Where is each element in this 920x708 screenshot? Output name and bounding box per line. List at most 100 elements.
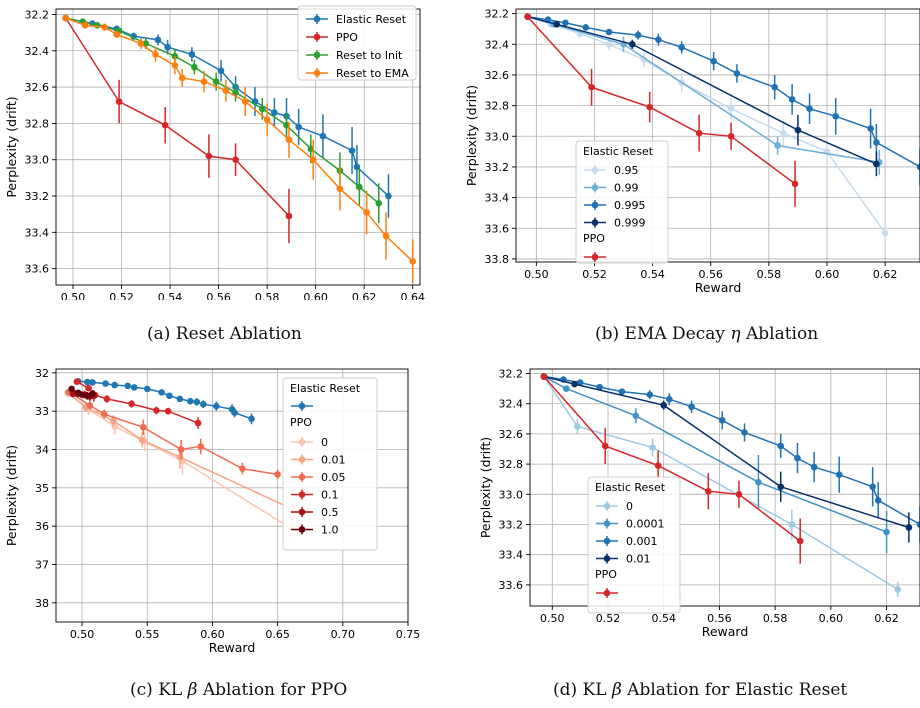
- y-tick-label: 33.6: [499, 579, 524, 592]
- y-axis-label: Perplexity (drift): [4, 96, 19, 197]
- series-line: [65, 17, 390, 197]
- data-point: [171, 61, 179, 69]
- data-point: [596, 383, 603, 391]
- legend-swatch-marker: [591, 184, 599, 191]
- y-tick-label: 33.0: [25, 154, 50, 167]
- x-tick-label: 0.54: [651, 612, 676, 625]
- data-point: [212, 78, 220, 85]
- data-point: [213, 402, 220, 410]
- data-point: [164, 407, 172, 415]
- data-point: [733, 70, 741, 77]
- data-point: [232, 156, 239, 164]
- chart-panel-d: 0.50 0.52 0.54 0.56 0.58 0.60 0.62 32.2 32.4 32.6…: [460, 360, 920, 660]
- series-1.0: [68, 385, 96, 400]
- legend-swatch-marker: [313, 51, 321, 59]
- data-point: [336, 185, 344, 193]
- data-point: [248, 415, 255, 423]
- plot-frame: [55, 368, 409, 623]
- plot-area: [540, 373, 920, 597]
- x-tick-label: 0.56: [707, 612, 732, 625]
- data-point: [777, 483, 785, 491]
- data-point: [217, 67, 225, 75]
- data-point: [307, 145, 315, 153]
- legend-swatch-marker: [603, 537, 611, 545]
- series-line: [527, 15, 886, 234]
- data-point: [375, 199, 383, 207]
- data-point: [571, 380, 578, 388]
- data-point: [540, 373, 548, 380]
- data-point: [194, 419, 202, 427]
- data-point: [137, 40, 145, 47]
- data-point: [363, 209, 370, 216]
- data-point: [128, 400, 135, 408]
- x-tick-label: 0.60: [200, 628, 225, 641]
- axes: 0.50 0.55 0.60 0.65 0.70 0.7532333435363738Re…: [4, 367, 420, 655]
- y-tick-label: 32.8: [25, 117, 50, 130]
- legend-entry-label: 0.0001: [626, 518, 665, 531]
- data-point: [562, 385, 570, 392]
- data-point: [205, 152, 213, 160]
- legend-swatch-marker: [298, 526, 306, 533]
- legend-entry-label: Elastic Reset: [336, 13, 407, 26]
- series-0.01: [64, 389, 296, 521]
- y-tick-label: 33.4: [25, 226, 50, 239]
- data-point: [130, 384, 138, 391]
- x-tick-label: 0.58: [255, 291, 280, 300]
- series-line: [68, 391, 278, 476]
- data-point: [788, 521, 796, 528]
- data-point: [655, 36, 662, 43]
- legend-heading: PPO: [595, 568, 617, 581]
- x-tick-label: 0.60: [819, 612, 844, 625]
- y-tick-label: 36: [35, 520, 49, 533]
- data-point: [200, 78, 208, 85]
- data-point: [161, 121, 169, 129]
- y-tick-label: 32.2: [499, 368, 524, 381]
- data-point: [741, 429, 748, 436]
- y-axis-label: Perplexity (drift): [464, 85, 479, 186]
- legend-swatch-marker: [298, 508, 306, 516]
- series-PPO: [540, 373, 804, 564]
- plot-frame: [529, 368, 920, 607]
- series-0.995: [524, 13, 920, 186]
- legend-heading: Elastic Reset: [290, 382, 361, 395]
- y-tick-label: 32.6: [485, 69, 510, 82]
- data-point: [353, 163, 361, 171]
- y-tick-label: 33.2: [25, 190, 50, 203]
- data-point: [152, 51, 159, 58]
- legend-box: [282, 377, 378, 551]
- y-tick-label: 33.2: [499, 518, 524, 531]
- legend-swatch-marker: [313, 15, 321, 23]
- y-tick-label: 32.8: [485, 100, 510, 113]
- x-tick-label: 0.52: [596, 612, 621, 625]
- legend-entry-label: 0.01: [626, 553, 651, 566]
- data-point: [646, 103, 653, 111]
- y-tick-label: 33: [35, 405, 49, 418]
- data-point: [646, 391, 654, 398]
- plot-area: [524, 13, 920, 246]
- legend-entry-label: 0.001: [626, 535, 658, 548]
- legend: Elastic Reset PPO Reset to Init Reset to EM…: [297, 5, 417, 81]
- data-point: [283, 121, 290, 129]
- data-point: [562, 19, 569, 27]
- data-point: [588, 83, 595, 91]
- y-tick-label: 33.0: [499, 488, 524, 501]
- series-Elastic Reset: [74, 377, 255, 425]
- y-tick-label: 33.0: [485, 130, 510, 143]
- data-point: [178, 74, 186, 82]
- legend-swatch-marker: [298, 473, 306, 481]
- data-point: [193, 398, 201, 406]
- chart-b-svg: 0.50 0.52 0.54 0.56 0.58 0.60 0.62 32.2 32.4 32.6…: [464, 8, 920, 295]
- legend-swatch-marker: [298, 438, 306, 446]
- x-tick-label: 0.65: [265, 628, 290, 641]
- legend-entry-label: 0.999: [614, 217, 646, 230]
- data-point: [794, 454, 801, 462]
- series-PPO: [62, 14, 293, 244]
- data-point: [718, 417, 726, 424]
- legend-box: [587, 476, 681, 614]
- data-point: [101, 23, 108, 31]
- chart-panel-a: 0.50 0.52 0.54 0.56 0.58 0.60 0.62 0.64 32.2 32.4…: [0, 0, 460, 318]
- plot-area: [62, 14, 417, 284]
- data-point: [780, 129, 787, 137]
- chart-a-svg: 0.50 0.52 0.54 0.56 0.58 0.60 0.62 0.64 32.2 32.4…: [4, 5, 425, 318]
- x-tick-label: 0.55: [135, 628, 160, 641]
